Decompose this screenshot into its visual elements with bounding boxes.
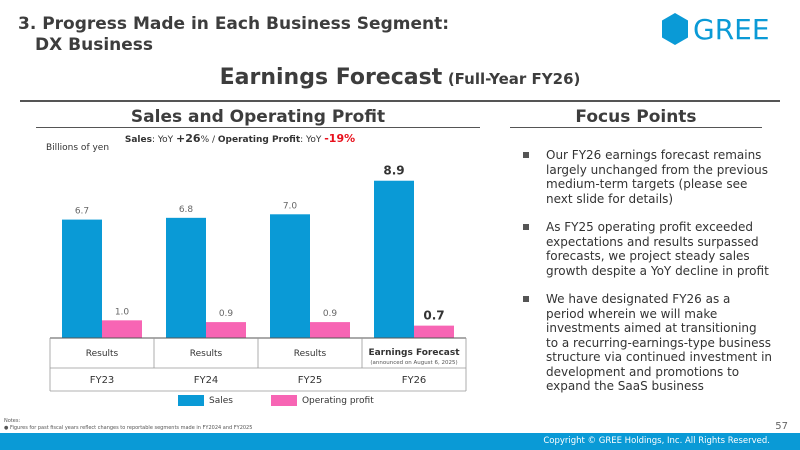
unit-label: Billions of yen [46,143,110,153]
focus-point: As FY25 operating profit exceeded expect… [522,220,772,278]
yoy-suffix: % [344,132,356,145]
forecast-note: (announced on August 6, 2025) [370,360,457,366]
legend-label-sales: Sales [209,395,233,406]
notes-title: Notes: [4,418,21,424]
legend-swatch-sales [178,395,204,406]
data-label-operating-profit-fy25: 0.9 [323,309,338,319]
focus-point-text: Our FY26 earnings forecast remains large… [546,148,769,206]
category-label: FY26 [402,375,427,386]
legend-item-sales: Sales [178,395,233,406]
section-title-line2: DX Business [35,35,154,55]
yoy-sales-label: Sales [124,135,152,145]
focus-panel-heading: Focus Points [575,107,697,127]
page-number: 57 [775,421,788,432]
focus-point: We have designated FY26 as a period wher… [522,292,772,394]
notes-item-text: Figures for past fiscal years reflect ch… [9,425,253,431]
gree-logo: GREE [660,12,780,46]
category-label: FY23 [90,375,115,386]
focus-points-list: Our FY26 earnings forecast remains large… [522,148,772,408]
hexagon-logo-icon [662,13,688,45]
bar-operating-profit-fy25 [310,322,350,338]
yoy-op-prefix: : YoY [300,135,325,145]
yoy-separator: % / [200,135,218,145]
chart-legend: Sales Operating profit [178,395,412,406]
title-divider [20,100,780,102]
yoy-prefix: : YoY [151,135,177,145]
notes-item: ● Figures for past fiscal years reflect … [4,425,253,431]
notes: Notes: ● Figures for past fiscal years r… [4,418,252,432]
category-label: FY25 [298,375,323,386]
focus-panel-divider [510,127,762,128]
section-title: 3. Progress Made in Each Business Segmen… [18,14,449,56]
bar-operating-profit-fy26 [414,325,454,338]
bar-operating-profit-fy23 [102,320,142,338]
yoy-summary: Sales: YoY +26% / Operating Profit: YoY … [0,132,480,145]
data-label-operating-profit-fy23: 1.0 [115,307,130,317]
category-type-label: Results [294,349,327,359]
data-label-sales-fy26: 8.9 [383,164,404,178]
footer-bar: Copyright © GREE Holdings, Inc. All Righ… [0,433,800,450]
yoy-op-value: -19 [324,132,345,145]
focus-point-text: We have designated FY26 as a period wher… [546,292,773,393]
data-label-sales-fy24: 6.8 [179,205,194,215]
bar-sales-fy23 [62,219,102,338]
category-type-label: Earnings Forecast [368,348,460,358]
focus-point-text: As FY25 operating profit exceeded expect… [546,220,769,278]
bar-sales-fy24 [166,217,206,338]
copyright: Copyright © GREE Holdings, Inc. All Righ… [543,436,770,446]
legend-swatch-operating-profit [270,395,297,406]
chart-panel-divider [36,127,480,128]
bullet-square-icon [523,224,529,230]
logo-text: GREE [693,12,770,46]
yoy-op-label: Operating Profit [217,135,301,145]
bullet-square-icon [523,152,529,158]
bar-operating-profit-fy24 [206,322,246,338]
chart-panel-heading: Sales and Operating Profit [130,107,386,127]
legend-label-operating-profit: Operating profit [301,395,374,406]
yoy-sales-value: +26 [176,132,201,145]
bar-sales-fy25 [270,214,310,338]
data-label-sales-fy25: 7.0 [283,201,298,211]
page-title-main: Earnings Forecast [219,65,443,90]
data-label-operating-profit-fy26: 0.7 [423,309,444,323]
category-type-label: Results [190,349,223,359]
bullet-square-icon [523,296,529,302]
page-title: Earnings Forecast (Full-Year FY26) [0,65,800,90]
section-title-line1: 3. Progress Made in Each Business Segmen… [18,14,450,34]
page-title-sub: (Full-Year FY26) [447,70,581,88]
data-label-operating-profit-fy24: 0.9 [219,309,234,319]
category-label: FY24 [194,375,219,386]
focus-point: Our FY26 earnings forecast remains large… [522,148,772,206]
category-type-label: Results [86,349,119,359]
legend-item-operating-profit: Operating profit [270,395,374,406]
data-label-sales-fy23: 6.7 [75,207,89,217]
bar-sales-fy26 [374,180,414,338]
